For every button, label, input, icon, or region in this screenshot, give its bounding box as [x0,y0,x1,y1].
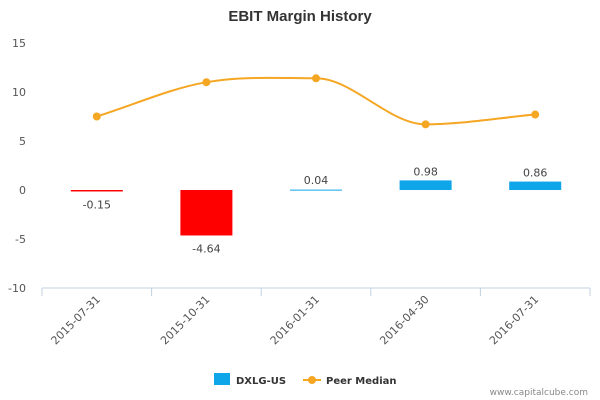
peer-median-point [421,120,430,129]
y-tick-label: 10 [12,86,26,99]
bar-data-label: -4.64 [192,242,220,255]
peer-median-line [96,76,536,126]
chart-axes: -10 -5 0 5 10 15 2015-07-31 2015-10-31 2016-01-3… [8,37,591,347]
watermark: www.capitalcube.com [490,388,588,398]
legend-swatch-bar [214,373,230,385]
legend-label: Peer Median [326,376,397,387]
y-tick-label: 15 [12,37,26,50]
peer-median-point [92,112,101,121]
bar [70,190,123,192]
data-labels: -0.15 -4.64 0.04 0.98 0.86 [83,165,548,255]
bar-series [70,180,562,236]
legend-label: DXLG-US [236,376,286,387]
x-tick-label: 2015-07-31 [49,293,103,347]
bar [509,181,562,190]
bar-data-label: 0.86 [523,167,548,180]
line-series [92,74,540,129]
bar [399,180,452,190]
bar [290,189,342,191]
x-tick-label: 2016-01-31 [268,293,322,347]
peer-median-point [202,78,211,87]
peer-median-point [531,110,540,119]
y-tick-label: -5 [15,233,26,246]
legend-item-dxlg[interactable]: DXLG-US [214,373,286,387]
bar-data-label: 0.98 [413,165,438,178]
bar-data-label: -0.15 [83,198,111,211]
x-tick-label: 2015-10-31 [158,293,212,347]
bar-data-label: 0.04 [304,174,329,187]
peer-median-point [312,74,320,83]
y-tick-label: -10 [8,282,26,295]
legend[interactable]: DXLG-US Peer Median [214,373,397,387]
bar [180,190,233,236]
legend-item-peer-median[interactable]: Peer Median [303,376,397,387]
x-tick-label: 2016-07-31 [487,293,541,347]
x-tick-label: 2016-04-30 [377,293,431,347]
y-tick-label: 0 [19,184,26,197]
chart-title: EBIT Margin History [228,8,372,25]
legend-swatch-point [308,376,316,384]
y-tick-label: 5 [19,135,26,148]
